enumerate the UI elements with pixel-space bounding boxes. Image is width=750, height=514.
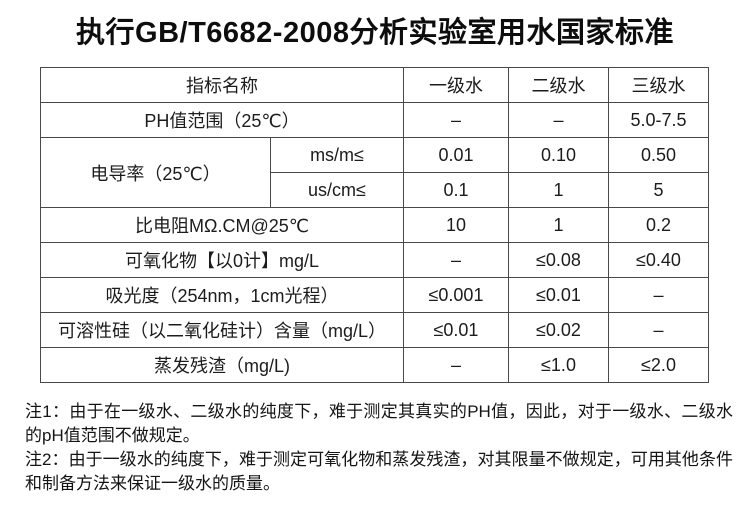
note-2: 注2：由于一级水的纯度下，难于测定可氧化物和蒸发残渣，对其限量不做规定，可用其他… [25,450,733,493]
header-grade-3: 三级水 [608,67,709,103]
table-header-row: 指标名称 一级水 二级水 三级水 [40,67,709,103]
value-cell: 1 [508,207,609,243]
value-cell: ≤0.40 [608,242,709,278]
value-cell: 0.10 [508,137,609,173]
table-row-conductivity-msm: 电导率（25℃） ms/m≤ 0.01 0.10 0.50 [40,137,709,208]
note-1: 注1：由于在一级水、二级水的纯度下，难于测定其真实的PH值，因此，对于一级水、二… [25,402,733,445]
page: 执行GB/T6682-2008分析实验室用水国家标准 指标名称 一级水 二级水 … [0,0,750,493]
header-grade-2: 二级水 [508,67,609,103]
row-unit-cell: us/cm≤ [270,172,404,208]
footnotes: 注1：由于在一级水、二级水的纯度下，难于测定其真实的PH值，因此，对于一级水、二… [25,400,733,496]
row-name-cell: 蒸发残渣（mg/L) [40,347,404,383]
value-cell: – [508,102,609,138]
value-cell: 5.0-7.5 [608,102,709,138]
value-cell: – [608,312,709,348]
table-row-ph: PH值范围（25℃） – – 5.0-7.5 [40,102,709,138]
value-cell: – [608,277,709,313]
row-unit-cell: ms/m≤ [270,137,404,173]
value-cell: 1 [508,172,609,208]
value-cell: ≤0.08 [508,242,609,278]
value-cell: ≤1.0 [508,347,609,383]
table-row-absorbance: 吸光度（254nm，1cm光程） ≤0.001 ≤0.01 – [40,277,709,313]
header-grade-1: 一级水 [403,67,509,103]
table-row-evaporation-residue: 蒸发残渣（mg/L) – ≤1.0 ≤2.0 [40,347,709,383]
value-cell: 0.50 [608,137,709,173]
value-cell: ≤0.01 [403,312,509,348]
value-cell: ≤0.02 [508,312,609,348]
row-name-cell: 比电阻MΩ.CM@25℃ [40,207,404,243]
table-row-oxidizable: 可氧化物【以0计】mg/L – ≤0.08 ≤0.40 [40,242,709,278]
value-cell: 0.2 [608,207,709,243]
value-cell: – [403,242,509,278]
table-row-resistivity: 比电阻MΩ.CM@25℃ 10 1 0.2 [40,207,709,243]
value-cell: ≤0.001 [403,277,509,313]
value-cell: 0.01 [403,137,509,173]
value-cell: 10 [403,207,509,243]
table-row-soluble-silica: 可溶性硅（以二氧化硅计）含量（mg/L） ≤0.01 ≤0.02 – [40,312,709,348]
row-name-cell: PH值范围（25℃） [40,102,404,138]
value-cell: ≤2.0 [608,347,709,383]
row-name-cell: 电导率（25℃） [40,137,271,208]
value-cell: – [403,102,509,138]
header-indicator-name: 指标名称 [40,67,404,103]
row-name-cell: 可氧化物【以0计】mg/L [40,242,404,278]
page-title: 执行GB/T6682-2008分析实验室用水国家标准 [76,17,674,49]
value-cell: ≤0.01 [508,277,609,313]
value-cell: 0.1 [403,172,509,208]
row-name-cell: 吸光度（254nm，1cm光程） [40,277,404,313]
value-cell: 5 [608,172,709,208]
value-cell: – [403,347,509,383]
water-standards-table: 指标名称 一级水 二级水 三级水 PH值范围（25℃） – – 5.0-7.5 … [40,67,709,383]
row-name-cell: 可溶性硅（以二氧化硅计）含量（mg/L） [40,312,404,348]
